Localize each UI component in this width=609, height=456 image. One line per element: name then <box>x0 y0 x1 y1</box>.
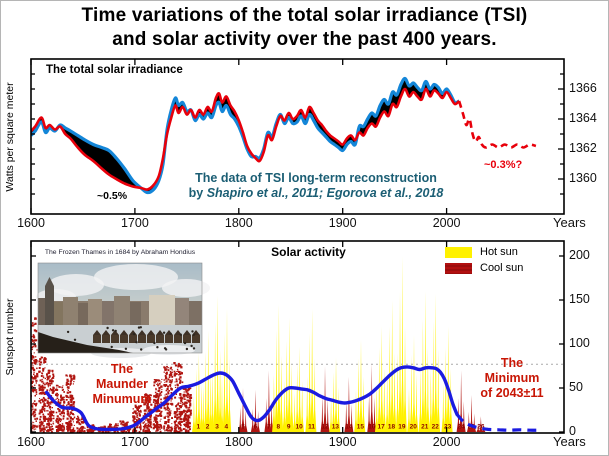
tsi-y-axis-label: Watts per square meter <box>4 82 16 192</box>
page-title-line2: and solar activity over the past 400 yea… <box>112 28 497 50</box>
tsi-y-tick-1364: 1364 <box>569 111 597 125</box>
svg-text:10: 10 <box>295 424 303 431</box>
svg-text:17: 17 <box>377 424 385 431</box>
tsi-x-tick-1700: 1700 <box>120 216 149 230</box>
maunder-minimum-annotation: The Maunder Minumum <box>92 362 152 406</box>
sunspot-x-axis-label: Years <box>553 434 586 449</box>
svg-text:5: 5 <box>241 424 245 431</box>
svg-text:3: 3 <box>215 424 219 431</box>
tsi-y-tick-1362: 1362 <box>569 141 597 155</box>
tsi-credit-line1: The data of TSI long-term reconstruction <box>195 171 437 185</box>
tsi-x-tick-1600: 1600 <box>17 216 45 230</box>
tsi-x-tick-1800: 1800 <box>224 216 253 230</box>
tsi-credit-annotation: The data of TSI long-term reconstruction… <box>151 171 481 201</box>
tsi-credit-line2: by Shapiro et al., 2011; Egorova et al.,… <box>188 186 444 200</box>
sunspot-y-tick-200: 200 <box>569 248 590 262</box>
inset-painting-caption: The Frozen Thames in 1684 by Abraham Hon… <box>44 249 196 256</box>
svg-text:11: 11 <box>308 424 315 431</box>
svg-text:23: 23 <box>444 424 452 431</box>
svg-text:21: 21 <box>421 424 429 431</box>
sunspot-x-tick-2000: 2000 <box>432 435 461 449</box>
sunspot-y-tick-100: 100 <box>569 336 590 350</box>
svg-text:19: 19 <box>398 424 406 431</box>
sunspot-y-tick-50: 50 <box>569 380 583 394</box>
sunspot-y-tick-0: 0 <box>569 424 576 438</box>
svg-text:20: 20 <box>410 424 418 431</box>
solar-activity-panel-title: Solar activity <box>271 245 346 259</box>
future-minimum-annotation: The Minimum of 2043±11 <box>480 356 544 400</box>
sunspot-x-tick-1700: 1700 <box>120 435 149 449</box>
svg-text:1: 1 <box>196 424 200 431</box>
tsi-x-tick-2000: 2000 <box>432 216 461 230</box>
cool-sun-swatch <box>445 262 472 274</box>
svg-text:6: 6 <box>254 424 258 431</box>
sunspot-x-tick-1800: 1800 <box>224 435 253 449</box>
svg-text:26: 26 <box>477 424 485 431</box>
svg-text:16: 16 <box>368 424 376 431</box>
tsi-credit-references: Shapiro et al., 2011; Egorova et al., 20… <box>206 186 444 200</box>
sunspot-x-tick-1600: 1600 <box>17 435 45 449</box>
solar-activity-legend: Hot sun Cool sun <box>445 246 523 278</box>
sunspot-y-tick-150: 150 <box>569 292 590 306</box>
cool-sun-label: Cool sun <box>480 262 524 274</box>
legend-item-cool-sun: Cool sun <box>445 262 523 274</box>
sunspot-x-tick-1900: 1900 <box>328 435 357 449</box>
page-title-line1: Time variations of the total solar irrad… <box>81 5 528 26</box>
tsi-x-axis-label: Years <box>553 215 586 230</box>
legend-item-hot-sun: Hot sun <box>445 246 523 258</box>
tsi-panel-title: The total solar irradiance <box>46 64 183 76</box>
tsi-annotation-0.5pct: ~0.5% <box>97 190 128 202</box>
svg-text:22: 22 <box>432 424 440 431</box>
tsi-annotation-0.3pct: ~0.3%? <box>484 159 523 171</box>
svg-text:7: 7 <box>267 424 271 431</box>
svg-text:18: 18 <box>388 424 396 431</box>
sunspot-y-axis-label: Sunspot number <box>4 298 16 376</box>
tsi-x-tick-1900: 1900 <box>328 216 357 230</box>
svg-text:9: 9 <box>287 424 291 431</box>
svg-text:15: 15 <box>357 424 365 431</box>
svg-text:2: 2 <box>206 424 210 431</box>
hot-sun-swatch <box>445 246 472 258</box>
svg-text:13: 13 <box>332 424 340 431</box>
page-title: Time variations of the total solar irrad… <box>1 4 608 51</box>
svg-text:12: 12 <box>321 424 329 431</box>
svg-text:14: 14 <box>345 424 353 431</box>
svg-text:4: 4 <box>224 424 228 431</box>
tsi-y-tick-1366: 1366 <box>569 81 597 95</box>
tsi-y-tick-1360: 1360 <box>569 171 597 185</box>
svg-text:8: 8 <box>276 424 280 431</box>
svg-text:24: 24 <box>457 424 465 431</box>
hot-sun-label: Hot sun <box>480 246 518 258</box>
